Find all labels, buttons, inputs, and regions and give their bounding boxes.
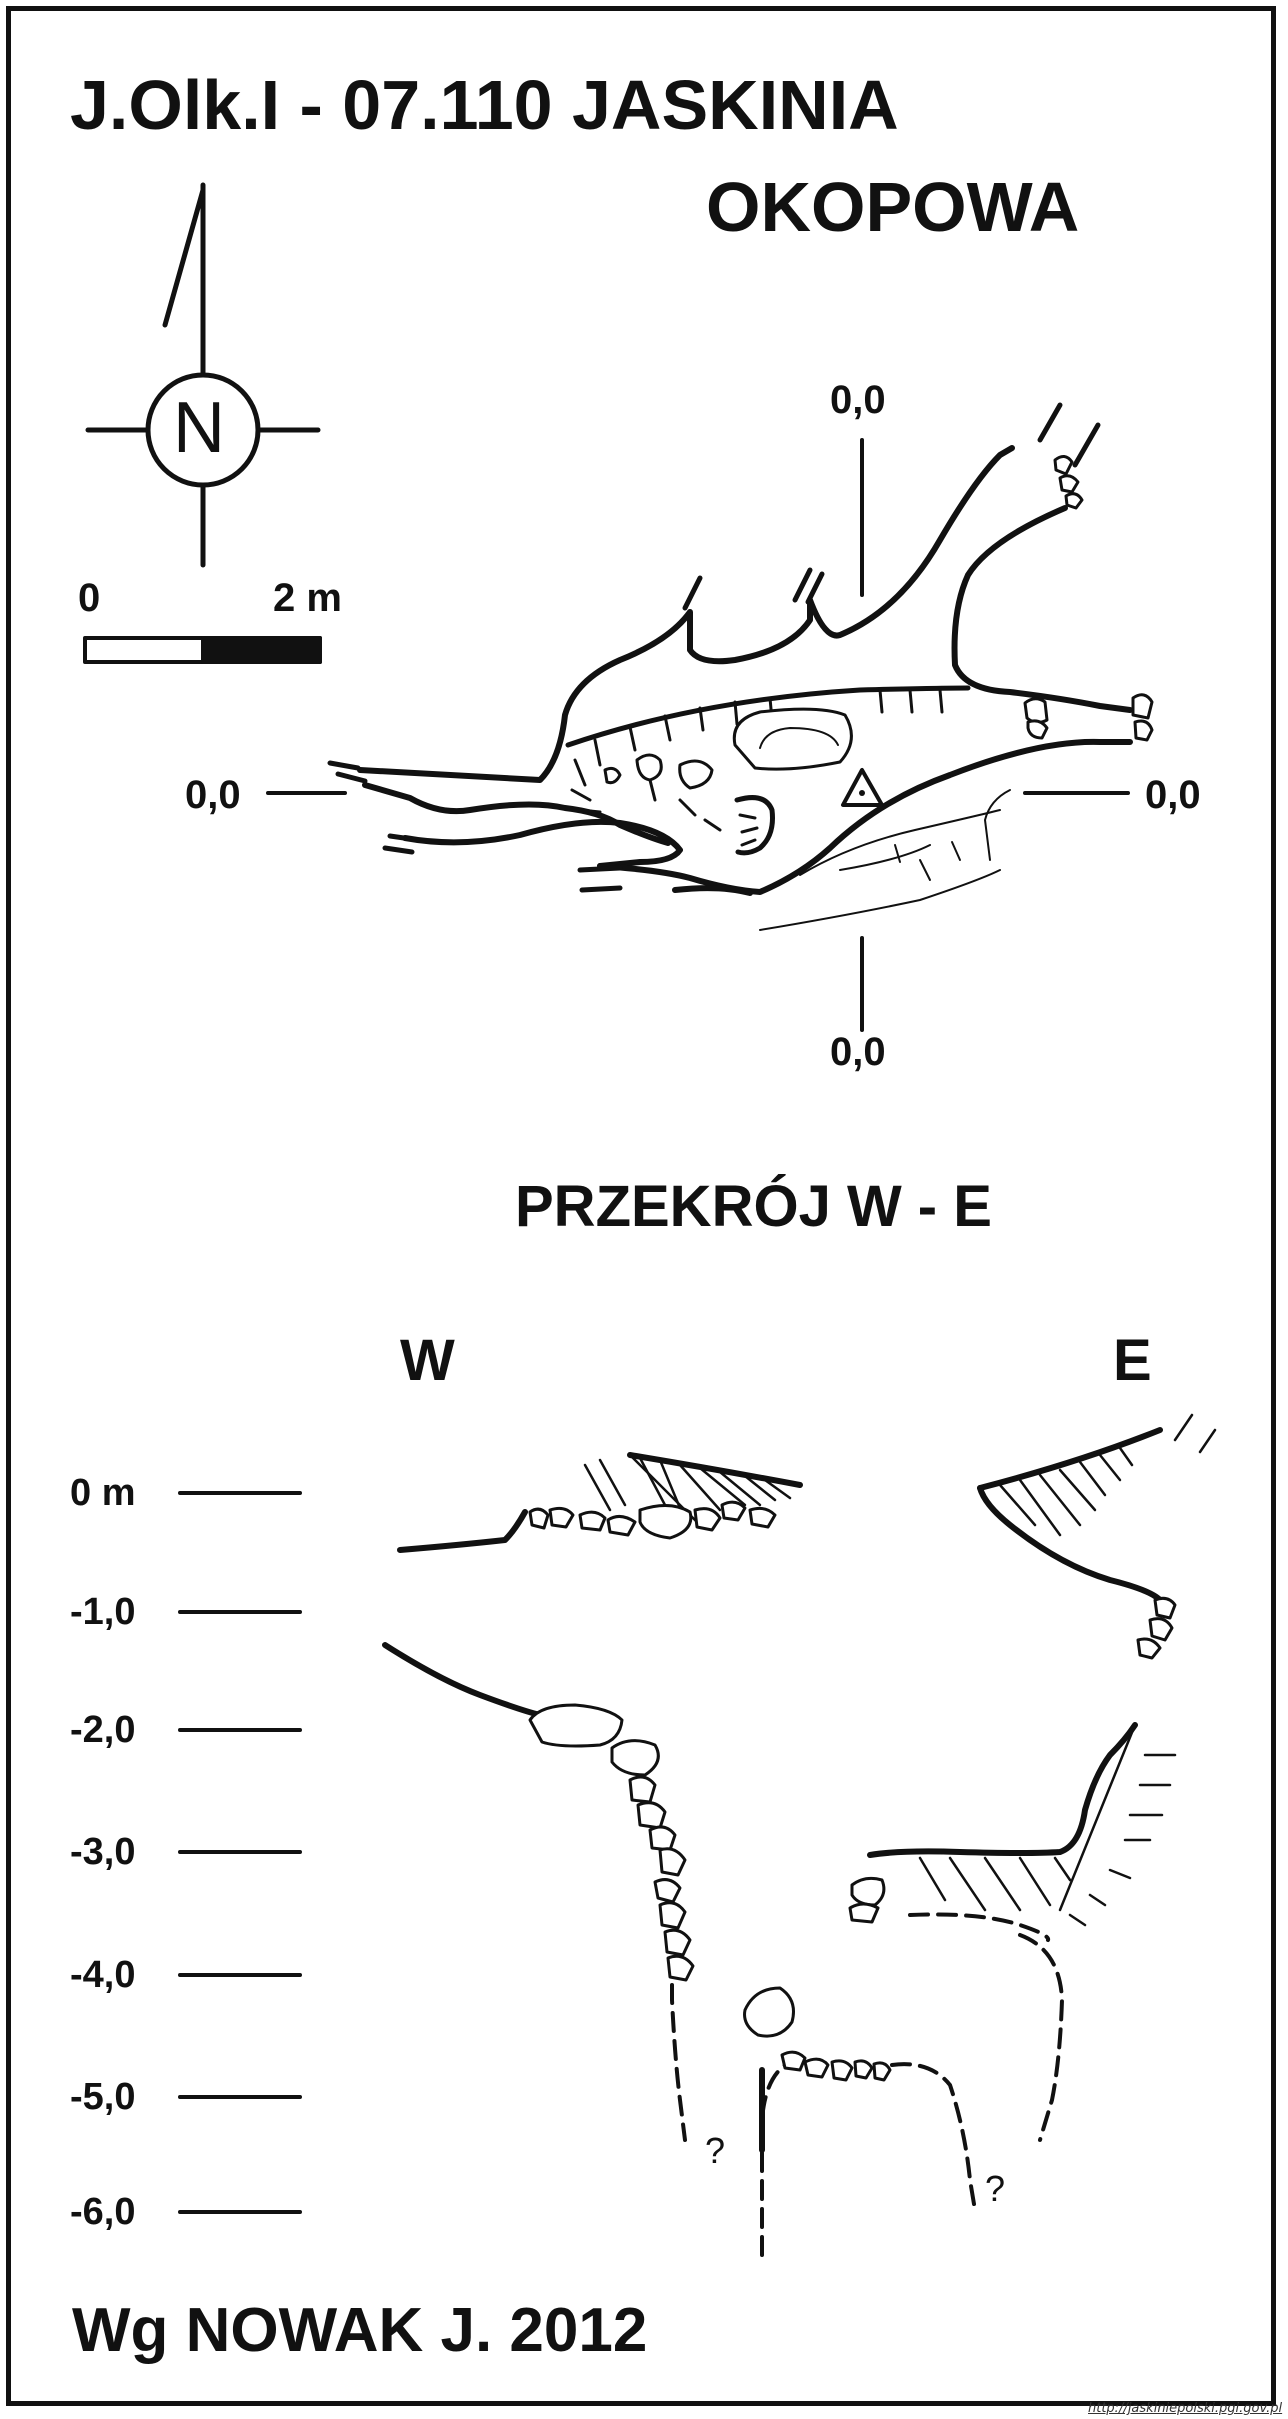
- section-west-label: W: [400, 1328, 455, 1393]
- cave-title-line2: OKOPOWA: [706, 168, 1080, 246]
- depth-label: -1,0: [70, 1591, 136, 1633]
- unknown-continuation-mark: ?: [985, 2168, 1006, 2209]
- scale-end-label: 2 m: [273, 576, 342, 620]
- unknown-continuation-mark: ?: [705, 2130, 726, 2171]
- scale-bar: [83, 636, 322, 664]
- datum-label-top: 0,0: [830, 378, 886, 422]
- datum-label-left: 0,0: [185, 773, 241, 817]
- section-title: PRZEKRÓJ W - E: [515, 1174, 992, 1239]
- source-link[interactable]: http://jaskiniepolski.pgi.gov.pl: [1088, 2401, 1283, 2416]
- cave-title-line1: J.Olk.I - 07.110 JASKINIA: [70, 66, 899, 144]
- cave-plan: [266, 402, 1154, 1032]
- depth-label: -5,0: [70, 2076, 136, 2118]
- author-credit: Wg NOWAK J. 2012: [72, 2296, 648, 2365]
- datum-label-right: 0,0: [1145, 773, 1201, 817]
- north-arrow-icon: [85, 182, 321, 568]
- depth-label: -4,0: [70, 1954, 136, 1996]
- cave-section: [178, 1413, 1217, 2257]
- section-east-label: E: [1113, 1328, 1152, 1393]
- depth-label: 0 m: [70, 1472, 136, 1514]
- scale-start-label: 0: [78, 576, 101, 620]
- compass-north-label: N: [173, 388, 225, 468]
- depth-label: -3,0: [70, 1831, 136, 1873]
- datum-label-bottom: 0,0: [830, 1030, 886, 1074]
- depth-label: -2,0: [70, 1709, 136, 1751]
- depth-label: -6,0: [70, 2191, 136, 2233]
